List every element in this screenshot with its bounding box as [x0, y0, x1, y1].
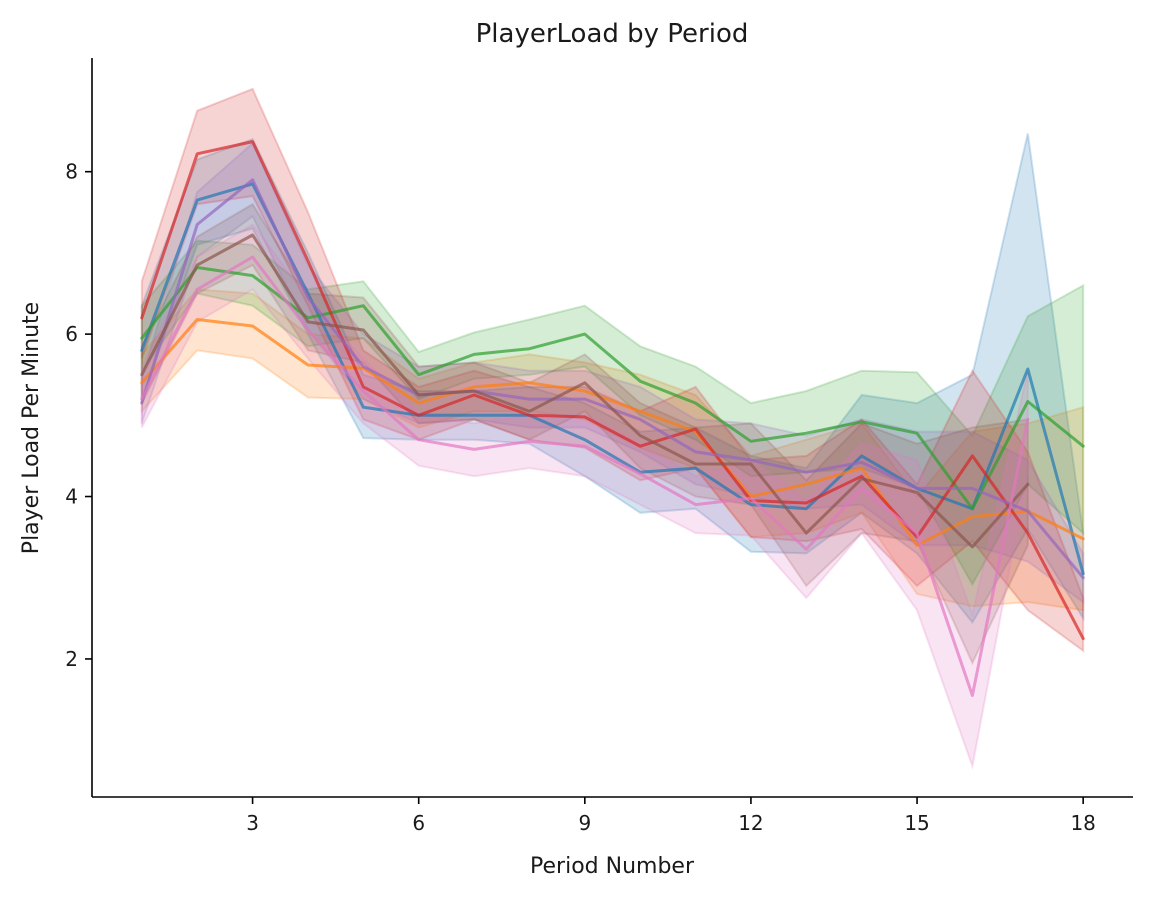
series-line-6 [140, 255, 1030, 697]
series-line-3 [140, 140, 1085, 641]
x-ticks: 3 6 9 12 15 18 [246, 797, 1096, 835]
series-lines [140, 140, 1085, 697]
series-line-2 [140, 266, 1085, 511]
y-ticks: 2 4 6 8 [65, 160, 92, 671]
x-tick-label-3: 12 [738, 811, 763, 835]
series-band-2 [140, 239, 1085, 587]
axes [91, 58, 1133, 798]
series-band-4 [140, 141, 1085, 605]
series-band-6 [140, 223, 1029, 770]
x-tick-label-1: 6 [412, 811, 425, 835]
series-band-1 [140, 288, 1085, 612]
y-axis-label: Player Load Per Minute [19, 302, 44, 554]
y-tick-label-2: 6 [65, 322, 78, 346]
series-line-5 [140, 233, 1030, 549]
series-line-1 [140, 318, 1085, 547]
confidence-bands [140, 87, 1085, 770]
y-tick-label-0: 2 [65, 647, 78, 671]
x-tick-label-5: 18 [1070, 811, 1095, 835]
x-axis-label: Period Number [530, 854, 695, 879]
x-tick-label-2: 9 [578, 811, 591, 835]
chart-title: PlayerLoad by Period [476, 19, 749, 49]
x-tick-label-0: 3 [246, 811, 259, 835]
y-tick-label-1: 4 [65, 485, 78, 509]
x-tick-label-4: 15 [904, 811, 929, 835]
y-tick-label-3: 8 [65, 160, 78, 184]
